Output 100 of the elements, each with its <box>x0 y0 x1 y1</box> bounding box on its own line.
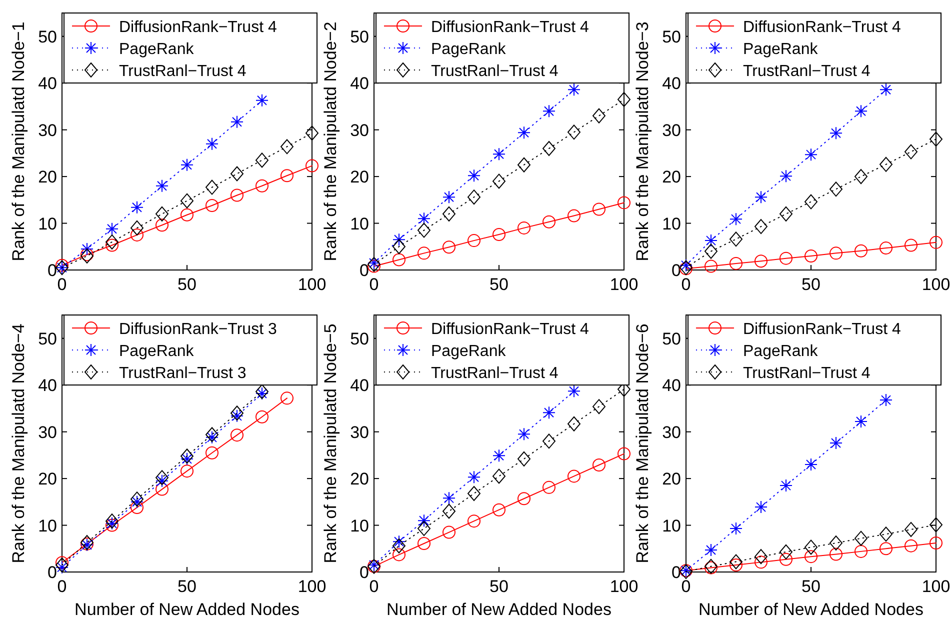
point <box>156 179 168 192</box>
legend-label: PageRank <box>431 41 507 58</box>
point <box>156 206 168 222</box>
point <box>442 526 456 539</box>
y-tick-label: 10 <box>662 516 681 536</box>
point <box>930 236 942 249</box>
point <box>230 115 244 128</box>
point <box>904 238 918 252</box>
y-tick-label: 0 <box>360 261 369 280</box>
point <box>930 536 942 550</box>
legend-label: DiffusionRank−Trust 3 <box>119 321 277 338</box>
y-tick-label: 50 <box>38 27 57 46</box>
point <box>392 233 406 246</box>
y-axis-title: Rank of the Manipulatd Node−2 <box>321 22 340 262</box>
x-axis-title: Number of New Added Nodes <box>74 600 300 619</box>
point <box>704 561 718 574</box>
point <box>418 536 430 550</box>
y-tick-label: 50 <box>38 329 57 348</box>
point <box>280 169 294 182</box>
legend-label: TrustRanl−Trust 4 <box>743 63 870 80</box>
point <box>256 410 268 424</box>
point <box>930 517 942 532</box>
y-tick-label: 0 <box>672 261 681 280</box>
point <box>518 221 530 234</box>
point <box>880 83 892 96</box>
point <box>704 234 718 248</box>
point <box>704 244 718 259</box>
point <box>780 252 792 265</box>
point <box>780 552 792 566</box>
point <box>830 436 842 450</box>
point <box>854 244 868 258</box>
point <box>418 246 430 260</box>
y-axis-title: Rank of the Manipulatd Node−4 <box>9 324 28 564</box>
point <box>730 256 742 270</box>
point <box>704 260 718 273</box>
legend-label: PageRank <box>743 343 819 360</box>
point <box>230 428 244 442</box>
point <box>468 190 480 205</box>
point <box>854 544 868 558</box>
point <box>392 548 406 562</box>
point <box>592 458 606 472</box>
point <box>392 535 406 548</box>
point <box>854 415 868 428</box>
point <box>368 256 380 272</box>
x-tick-label: 50 <box>178 577 196 596</box>
point <box>130 200 144 214</box>
y-axis-title: Rank of the Manipulatd Node−5 <box>321 324 340 564</box>
point <box>804 458 818 472</box>
point <box>256 387 268 400</box>
point <box>754 500 768 514</box>
point <box>618 447 630 460</box>
point <box>492 228 506 241</box>
y-tick-label: 10 <box>38 214 57 234</box>
x-tick-label: 50 <box>490 275 508 294</box>
legend-label: DiffusionRank−Trust 4 <box>743 19 901 36</box>
point <box>130 492 144 507</box>
x-tick-label: 100 <box>298 577 326 596</box>
point <box>730 558 742 572</box>
point <box>780 544 792 560</box>
point <box>568 209 580 222</box>
x-axis-title: Number of New Added Nodes <box>698 600 924 619</box>
point <box>592 399 606 414</box>
point <box>442 190 456 204</box>
point <box>418 521 430 536</box>
legend-label: TrustRanl−Trust 4 <box>431 365 558 382</box>
point <box>830 536 842 551</box>
point <box>442 240 456 254</box>
point <box>468 234 480 248</box>
x-tick-label: 50 <box>802 275 820 294</box>
point <box>180 208 194 222</box>
point <box>206 199 218 212</box>
x-tick-label: 100 <box>922 275 950 294</box>
point <box>180 448 194 464</box>
point <box>256 179 268 192</box>
point <box>418 212 430 226</box>
legend-label: TrustRanl−Trust 4 <box>431 63 558 80</box>
point <box>904 144 918 160</box>
y-tick-label: 30 <box>38 120 57 140</box>
point <box>880 542 892 556</box>
point <box>156 474 168 488</box>
y-tick-label: 20 <box>662 470 681 489</box>
point <box>130 495 144 508</box>
point <box>442 492 456 505</box>
point <box>492 174 506 189</box>
point <box>280 139 294 154</box>
point <box>854 104 868 118</box>
y-tick-label: 10 <box>350 214 369 234</box>
x-tick-label: 50 <box>178 275 196 294</box>
point <box>230 406 244 421</box>
point <box>592 108 606 124</box>
point <box>704 558 718 574</box>
point <box>930 132 942 147</box>
y-axis-title: Rank of the Manipulatd Node−1 <box>9 22 28 262</box>
point <box>280 392 294 405</box>
point <box>568 384 580 398</box>
point <box>568 83 580 96</box>
y-tick-label: 10 <box>38 516 57 536</box>
point <box>754 219 768 234</box>
point <box>542 406 556 420</box>
legend-label: DiffusionRank−Trust 4 <box>743 321 901 338</box>
